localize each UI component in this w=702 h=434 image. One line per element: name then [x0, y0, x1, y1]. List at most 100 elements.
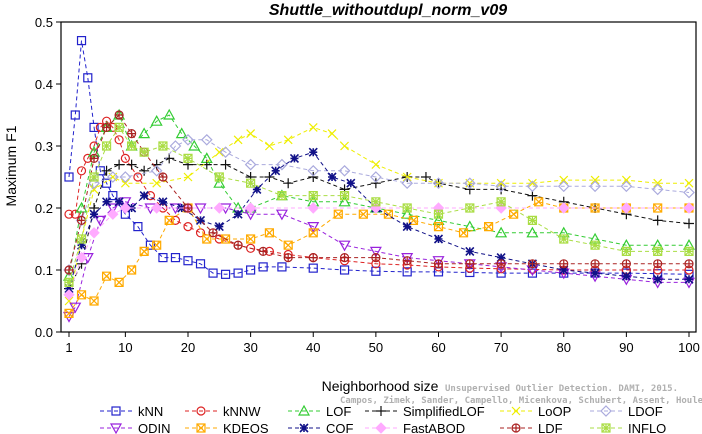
x-tick-label: 40 — [306, 340, 320, 355]
data-point-loop — [684, 178, 694, 188]
data-point-ldof — [307, 164, 320, 177]
data-point-inflo — [214, 172, 224, 182]
data-point-simplifiedlof — [652, 215, 663, 226]
data-point-knn — [64, 172, 74, 182]
data-point-kdeos — [458, 228, 469, 238]
data-point-inflo — [653, 246, 663, 256]
data-point-ldf — [183, 203, 193, 213]
data-point-simplifiedlof — [464, 184, 475, 195]
data-point-ldf — [402, 256, 412, 266]
data-point-inflo — [402, 203, 412, 213]
data-point-loop — [340, 141, 349, 151]
data-point-lof — [401, 207, 414, 219]
x-tick-label: 60 — [431, 340, 445, 355]
data-point-ldf — [114, 110, 124, 120]
data-point-kdeos — [139, 246, 149, 256]
data-point-knn — [527, 268, 538, 278]
data-point-cof — [271, 166, 281, 176]
data-point-ldof — [244, 158, 257, 171]
data-point-inflo — [308, 191, 318, 201]
data-point-ldof — [589, 180, 601, 193]
legend-marker-fastabod — [375, 422, 387, 434]
data-point-kdeos — [333, 209, 343, 219]
data-point-cof — [158, 197, 168, 207]
data-point-knn — [195, 259, 206, 269]
data-point-ldf — [258, 246, 268, 256]
data-point-cof — [64, 284, 74, 294]
data-point-simplifiedlof — [126, 159, 137, 170]
data-point-kdeos — [152, 240, 162, 250]
data-point-knn — [133, 222, 143, 232]
data-point-fastabod — [107, 208, 119, 220]
data-point-ldof — [620, 180, 633, 193]
data-point-odin — [94, 215, 107, 227]
data-point-kdeos — [89, 296, 99, 306]
data-point-inflo — [114, 122, 124, 132]
legend-item-simplifiedlof: SimplifiedLOF — [365, 404, 485, 419]
data-point-odin — [369, 246, 382, 258]
legend-marker-lof — [297, 404, 311, 416]
data-point-kdeos — [264, 228, 275, 238]
data-point-inflo — [433, 209, 444, 219]
data-point-ldf — [653, 259, 663, 269]
data-point-inflo — [684, 246, 694, 256]
data-point-kdeos — [246, 234, 256, 244]
data-point-ldof — [150, 164, 163, 177]
legend-label-cof: COF — [326, 421, 354, 434]
data-point-cof — [590, 268, 600, 278]
data-point-inflo — [89, 172, 99, 182]
data-point-simplifiedlof — [220, 159, 231, 170]
legend-item-fastabod: FastABOD — [365, 421, 465, 434]
data-point-fastabod — [213, 202, 226, 214]
data-point-cof — [653, 274, 663, 284]
y-axis-label: Maximum F1 — [3, 125, 19, 206]
watermark-line-1: Unsupervised Outlier Detection. DAMI, 20… — [445, 383, 678, 394]
data-point-kdeos — [534, 197, 544, 207]
data-point-inflo — [527, 215, 538, 225]
series-loop — [64, 122, 694, 306]
data-point-knnw — [76, 166, 87, 176]
data-point-ldof — [219, 146, 232, 159]
data-point-ldof — [495, 180, 507, 193]
y-tick-label: 0.4 — [35, 77, 53, 92]
legend-label-inflo: INFLO — [628, 421, 666, 434]
data-point-loop — [327, 129, 337, 139]
plot-frame — [60, 21, 697, 333]
data-point-cof — [346, 178, 356, 188]
data-point-cof — [684, 274, 694, 284]
data-point-fastabod — [307, 202, 319, 214]
legend-marker-simplifiedlof — [376, 406, 386, 416]
legend-label-ldof: LDOF — [628, 404, 663, 419]
series-ldf — [64, 110, 694, 275]
x-tick-label: 90 — [619, 340, 633, 355]
data-point-loop — [120, 178, 130, 188]
data-point-ldf — [621, 259, 631, 269]
legend-label-fastabod: FastABOD — [403, 421, 465, 434]
data-point-ldof — [557, 180, 570, 193]
legend-item-loop: LoOP — [500, 404, 571, 419]
data-point-lof — [526, 226, 539, 238]
data-point-simplifiedlof — [101, 165, 112, 176]
series-inflo — [64, 122, 694, 287]
data-point-knnw — [170, 215, 181, 225]
legend: kNN kNNW LOF SimplifiedLOF LoOP LDOF ODIN KDEOS… — [100, 404, 666, 434]
data-point-knnw — [89, 141, 99, 151]
chart-title: Shuttle_withoutdupl_norm_v09 — [269, 2, 507, 19]
legend-item-odin: ODIN — [100, 421, 171, 434]
data-point-loop — [621, 175, 631, 185]
data-point-knn — [158, 253, 168, 263]
data-point-fastabod — [244, 202, 257, 214]
data-point-lof — [463, 220, 476, 232]
y-tick-label: 0.2 — [35, 201, 53, 216]
data-point-loop — [653, 178, 663, 188]
data-point-ldf — [465, 259, 475, 269]
data-point-knnw — [120, 153, 130, 163]
data-point-ldf — [76, 215, 87, 225]
x-tick-label: 30 — [243, 340, 257, 355]
data-point-cof — [433, 234, 444, 244]
legend-marker-odin — [109, 423, 123, 434]
data-point-lof — [150, 114, 163, 126]
data-point-knnw — [246, 243, 256, 253]
series-line-knn — [68, 40, 690, 275]
